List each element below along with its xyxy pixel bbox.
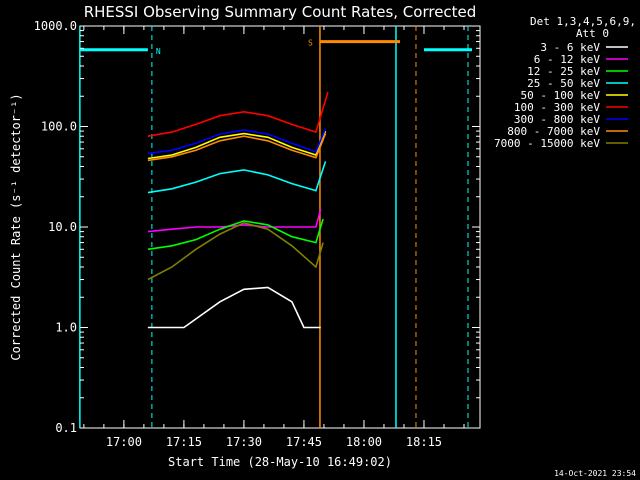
y-tick-label: 1.0 <box>55 321 77 335</box>
y-tick-label: 0.1 <box>55 421 77 435</box>
series-line <box>147 91 329 137</box>
x-tick-label: 17:15 <box>166 435 202 449</box>
series-line <box>147 133 327 162</box>
legend-entry-label: 100 - 300 keV <box>514 101 600 114</box>
legend-entry-label: 300 - 800 keV <box>514 113 600 126</box>
y-tick-label: 10.0 <box>48 220 77 234</box>
legend-entry-label: 800 - 7000 keV <box>507 125 600 138</box>
chart-title: RHESSI Observing Summary Count Rates, Co… <box>84 3 477 21</box>
flag-layer: NS <box>79 26 472 428</box>
legend-entry-label: 6 - 12 keV <box>534 53 601 66</box>
y-axis-label: Corrected Count Rate (s⁻¹ detector⁻¹) <box>9 93 23 360</box>
axes-layer: 0.1 1.0 10.0 100.0 1000.0 17:00 17:15 17:30 17:4… <box>34 19 480 449</box>
x-axis-label: Start Time (28-May-10 16:49:02) <box>168 455 392 469</box>
x-tick-label: 17:30 <box>226 435 262 449</box>
flag-n-label: N <box>156 47 161 56</box>
series-line <box>147 161 327 194</box>
y-tick-label: 1000.0 <box>34 19 77 33</box>
footer-date: 14-Oct-2021 23:54 <box>554 469 636 478</box>
legend-entry-label: 12 - 25 keV <box>527 65 600 78</box>
flag-s-label: S <box>308 39 313 48</box>
legend-header-line1: Det 1,3,4,5,6,9, <box>530 15 636 28</box>
y-tick-label: 100.0 <box>41 120 77 134</box>
legend-entry-label: 3 - 6 keV <box>540 41 600 54</box>
legend-entry-label: 25 - 50 keV <box>527 77 600 90</box>
series-line <box>147 209 322 233</box>
x-tick-label: 18:00 <box>346 435 382 449</box>
x-tick-label: 18:15 <box>406 435 442 449</box>
series-line <box>147 221 324 281</box>
series-line <box>147 286 321 329</box>
series-line <box>147 128 327 155</box>
legend-header-line2: Att 0 <box>576 27 609 40</box>
series-line <box>147 130 327 160</box>
legend-entry-label: 7000 - 15000 keV <box>494 137 600 150</box>
x-tick-label: 17:45 <box>286 435 322 449</box>
series-line <box>147 218 324 251</box>
legend-entry-label: 50 - 100 keV <box>521 89 601 102</box>
series-layer <box>147 91 329 329</box>
x-tick-label: 17:00 <box>106 435 142 449</box>
